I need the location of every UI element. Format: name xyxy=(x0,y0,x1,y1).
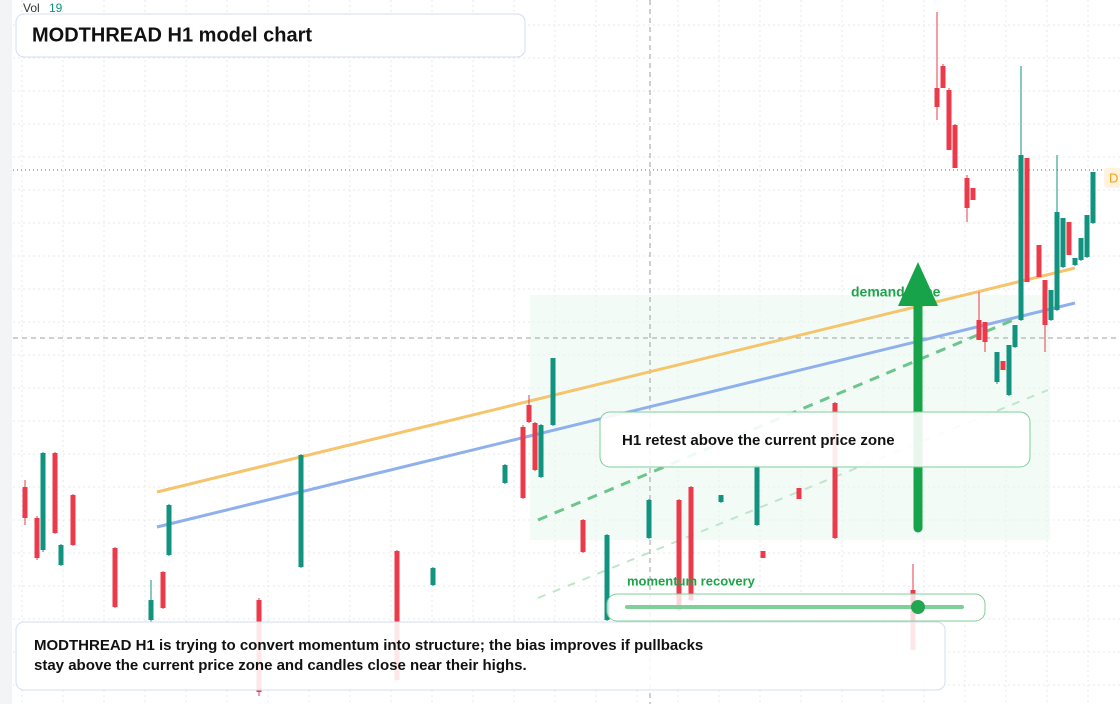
candle-body xyxy=(1066,222,1072,255)
candle-body xyxy=(394,551,400,680)
candle-body xyxy=(502,465,508,483)
candle-body xyxy=(760,551,766,558)
candle-body xyxy=(646,500,652,538)
candle-body xyxy=(1000,361,1006,370)
candle-body xyxy=(40,453,46,550)
candle-body xyxy=(430,568,436,585)
candle-body xyxy=(1012,325,1018,347)
title-box xyxy=(15,13,526,58)
candle-body xyxy=(946,90,952,150)
candle-body xyxy=(550,358,556,425)
candle-body xyxy=(112,548,118,607)
left-edge xyxy=(0,0,12,704)
candle-body xyxy=(1006,345,1012,395)
candle-body xyxy=(1054,212,1060,310)
candle-body xyxy=(166,505,172,555)
arrow-head xyxy=(898,262,938,306)
candle-body xyxy=(832,403,838,538)
candle-body xyxy=(976,320,982,340)
candle-body xyxy=(58,545,64,565)
candle-body xyxy=(538,425,544,477)
candle-body xyxy=(526,405,532,422)
candle-body xyxy=(70,495,76,545)
candle-body xyxy=(148,600,154,620)
candle-body xyxy=(982,322,988,342)
retest-box xyxy=(599,411,1031,468)
candle-body xyxy=(964,178,970,208)
momentum-label: momentum recovery xyxy=(627,573,756,588)
candle-body xyxy=(520,427,526,498)
candle-body xyxy=(160,572,166,608)
channel-line-lower xyxy=(537,389,1049,599)
candle-body xyxy=(994,352,1000,382)
candle-body xyxy=(1072,258,1078,265)
candle-body xyxy=(796,488,802,499)
candle-body xyxy=(1042,280,1048,325)
vol-label: Vol xyxy=(23,1,40,15)
candle-body xyxy=(34,518,40,558)
candle-body xyxy=(52,453,58,533)
candle-body xyxy=(1084,215,1090,257)
vol-value: 19 xyxy=(49,1,63,15)
chart-title: MODTHREAD H1 model chart xyxy=(32,24,312,46)
candle-body xyxy=(1024,158,1030,282)
candle-body xyxy=(580,520,586,552)
candle-body xyxy=(1060,218,1066,267)
candle-body xyxy=(934,88,940,107)
note-wrap: MODTHREAD H1 is trying to convert moment… xyxy=(34,637,704,674)
edge-label: D xyxy=(1109,170,1118,185)
candle-body xyxy=(22,487,28,518)
candle-body xyxy=(970,188,976,200)
candle-body xyxy=(718,495,724,502)
retest-label: H1 retest above the current price zone xyxy=(622,432,895,449)
note-box xyxy=(15,621,946,691)
candle-body xyxy=(1036,245,1042,277)
candle-body xyxy=(676,500,682,610)
momentum-knob xyxy=(911,600,925,614)
candle-body xyxy=(754,465,760,525)
candle-body xyxy=(940,66,946,88)
candle-body xyxy=(532,423,538,470)
edge-tag xyxy=(1104,168,1120,188)
candles xyxy=(22,12,1096,696)
candle-body xyxy=(1090,172,1096,223)
candle-body xyxy=(1018,155,1024,320)
candle-body xyxy=(1048,290,1054,320)
candle-body xyxy=(604,535,610,620)
candle-body xyxy=(1078,238,1084,260)
candle-body xyxy=(688,487,694,600)
candle-body xyxy=(298,455,304,567)
candle-body xyxy=(952,125,958,168)
note: MODTHREAD H1 is trying to convert moment… xyxy=(34,637,704,674)
